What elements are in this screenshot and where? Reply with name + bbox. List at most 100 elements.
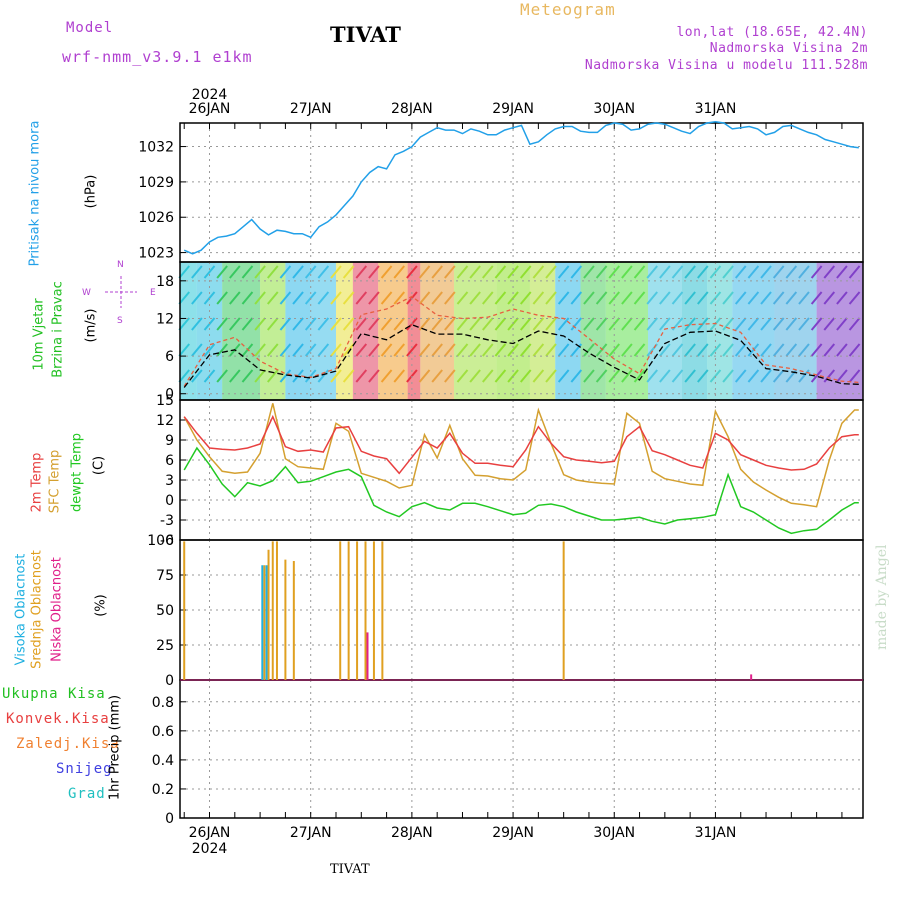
wind-barb bbox=[456, 369, 469, 383]
wind-barb bbox=[810, 265, 823, 279]
wind-barb bbox=[304, 343, 317, 357]
wind-barb bbox=[798, 317, 810, 331]
wind-barb bbox=[393, 317, 406, 331]
wind-barb bbox=[330, 317, 342, 331]
wind-barb bbox=[431, 369, 443, 383]
wind-barb bbox=[292, 291, 304, 305]
wind-barb bbox=[810, 317, 823, 331]
wind-barb bbox=[380, 291, 393, 305]
wind-barb bbox=[684, 343, 696, 357]
xaxis-bottom-day: 27JAN bbox=[290, 825, 332, 841]
wind-barb bbox=[368, 265, 380, 279]
wind-barb bbox=[836, 291, 848, 305]
wind-barb bbox=[380, 265, 393, 279]
wind-barb bbox=[279, 291, 292, 305]
wind-ytick-label: 12 bbox=[156, 311, 174, 327]
wind-barb bbox=[330, 265, 342, 279]
wind-barb bbox=[747, 369, 760, 383]
wind-barb bbox=[633, 265, 646, 279]
wind-barb bbox=[557, 265, 570, 279]
wind-barb bbox=[418, 317, 431, 331]
wind-barb bbox=[191, 265, 203, 279]
temperature-ytick-label: 0 bbox=[165, 493, 174, 509]
wind-barb bbox=[697, 317, 709, 331]
wind-barb bbox=[216, 317, 228, 331]
wind-barb bbox=[266, 291, 279, 305]
wind-barb bbox=[418, 291, 431, 305]
precip-ytick-label: 0.8 bbox=[152, 695, 174, 711]
wind-barb bbox=[469, 317, 481, 331]
wind-barb bbox=[785, 317, 798, 331]
wind-barb bbox=[229, 291, 241, 305]
wind-gust-series bbox=[183, 295, 859, 387]
tsfc-series bbox=[183, 403, 859, 508]
wind-barb bbox=[621, 369, 633, 383]
wind-barb bbox=[469, 343, 481, 357]
wind-barb bbox=[482, 265, 494, 279]
wind-direction-band bbox=[335, 262, 353, 400]
footer-station: TIVAT bbox=[330, 862, 370, 877]
wind-barb bbox=[671, 369, 684, 383]
temperature-ytick-label: 9 bbox=[165, 433, 174, 449]
wind-barb bbox=[595, 369, 608, 383]
wind-barb bbox=[583, 265, 595, 279]
xaxis-top-day: 30JAN bbox=[593, 101, 635, 117]
wind-barb bbox=[545, 343, 557, 357]
wind-barb bbox=[570, 369, 583, 383]
wind-barb bbox=[469, 291, 481, 305]
wind-barb bbox=[178, 265, 190, 279]
wind-barb bbox=[532, 291, 545, 305]
wind-barb bbox=[785, 265, 798, 279]
cloud-ytick-label: 50 bbox=[156, 603, 174, 619]
compass-n: N bbox=[117, 260, 124, 270]
wind-barb bbox=[836, 369, 848, 383]
pressure-ytick-label: 1026 bbox=[138, 210, 174, 226]
wind-barb bbox=[456, 265, 469, 279]
wind-barb bbox=[659, 369, 671, 383]
wind-barb bbox=[431, 317, 443, 331]
wind-barb bbox=[254, 343, 266, 357]
wind-barb bbox=[532, 343, 545, 357]
wind-barb bbox=[684, 291, 696, 305]
station-title: TIVAT bbox=[330, 22, 401, 47]
wind-barb bbox=[684, 265, 696, 279]
wind-barb bbox=[355, 343, 368, 357]
wind-barb bbox=[241, 291, 254, 305]
xaxis-bottom-day: 28JAN bbox=[391, 825, 433, 841]
wind-barb bbox=[671, 343, 684, 357]
xaxis-bottom-day: 31JAN bbox=[695, 825, 737, 841]
wind-barb bbox=[342, 291, 355, 305]
wind-barb bbox=[418, 369, 431, 383]
wind-barb bbox=[810, 291, 823, 305]
wind-barb bbox=[191, 369, 203, 383]
wind-barb bbox=[292, 265, 304, 279]
model-name: wrf-nmm_v3.9.1 e1km bbox=[62, 48, 253, 66]
wind-barb bbox=[355, 265, 368, 279]
wind-barb bbox=[836, 265, 848, 279]
wind-barb bbox=[254, 291, 266, 305]
wind-barb bbox=[431, 291, 443, 305]
wind-barb bbox=[393, 265, 406, 279]
wind-barb bbox=[848, 265, 861, 279]
wind-barb bbox=[659, 317, 671, 331]
xaxis-top-day: 27JAN bbox=[290, 101, 332, 117]
elevation-label: Nadmorska Visina 2m bbox=[709, 41, 868, 56]
wind-barb bbox=[266, 317, 279, 331]
wind-barb bbox=[456, 291, 469, 305]
wind-barb bbox=[671, 265, 684, 279]
wind-barb bbox=[317, 265, 330, 279]
wind-barb bbox=[178, 343, 190, 357]
wind-direction-band bbox=[496, 262, 530, 400]
wind-barb bbox=[697, 291, 709, 305]
wind-barb bbox=[848, 369, 861, 383]
precip-ytick-label: 0 bbox=[165, 811, 174, 827]
wind-barb bbox=[671, 291, 684, 305]
wind-ytick-label: 6 bbox=[165, 349, 174, 365]
wind-barb bbox=[494, 343, 507, 357]
wind-barb bbox=[633, 291, 646, 305]
wind-barb bbox=[760, 265, 772, 279]
wind-barb bbox=[734, 317, 747, 331]
wind-barb bbox=[229, 317, 241, 331]
wind-barb bbox=[355, 291, 368, 305]
wind-barb bbox=[266, 265, 279, 279]
